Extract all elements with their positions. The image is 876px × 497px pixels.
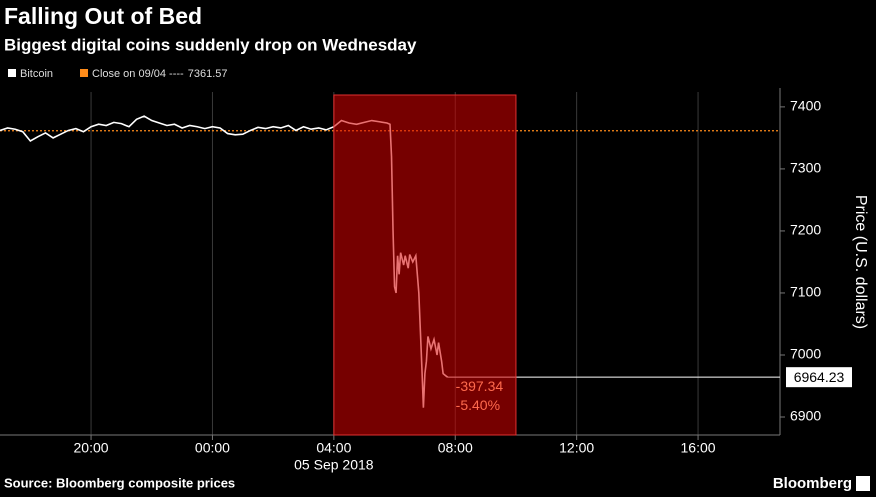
x-tick-label: 16:00 <box>681 440 716 456</box>
highlight-region <box>333 94 517 436</box>
y-tick-label: 7200 <box>790 222 821 238</box>
legend-label: Close on 09/04 ---- <box>92 68 184 80</box>
chart-subtitle: Biggest digital coins suddenly drop on W… <box>4 35 417 54</box>
y-axis-title: Price (U.S. dollars) <box>852 195 869 329</box>
last-value-box <box>786 367 852 388</box>
y-tick-label: 7300 <box>790 160 821 176</box>
source-note: Source: Bloomberg composite prices <box>4 475 235 490</box>
x-tick-label: 12:00 <box>559 440 594 456</box>
date-label: 05 Sep 2018 <box>294 457 374 473</box>
legend-swatch <box>8 69 16 77</box>
annotation: -5.40% <box>456 397 500 413</box>
y-tick-label: 6900 <box>790 408 821 424</box>
x-tick-label: 20:00 <box>74 440 109 456</box>
x-tick-label: 00:00 <box>195 440 230 456</box>
legend-swatch <box>80 69 88 77</box>
brand-icon <box>856 476 870 491</box>
y-tick-label: 7000 <box>790 346 821 362</box>
y-tick-label: 7400 <box>790 98 821 114</box>
x-tick-label: 04:00 <box>316 440 351 456</box>
legend-value: 7361.57 <box>188 68 228 80</box>
x-tick-label: 08:00 <box>438 440 473 456</box>
brand: Bloomberg <box>773 475 852 492</box>
last-value-label: 6964.23 <box>794 369 845 385</box>
chart-title: Falling Out of Bed <box>4 3 202 29</box>
legend-label: Bitcoin <box>20 68 53 80</box>
y-tick-label: 7100 <box>790 284 821 300</box>
annotation: -397.34 <box>456 378 504 394</box>
